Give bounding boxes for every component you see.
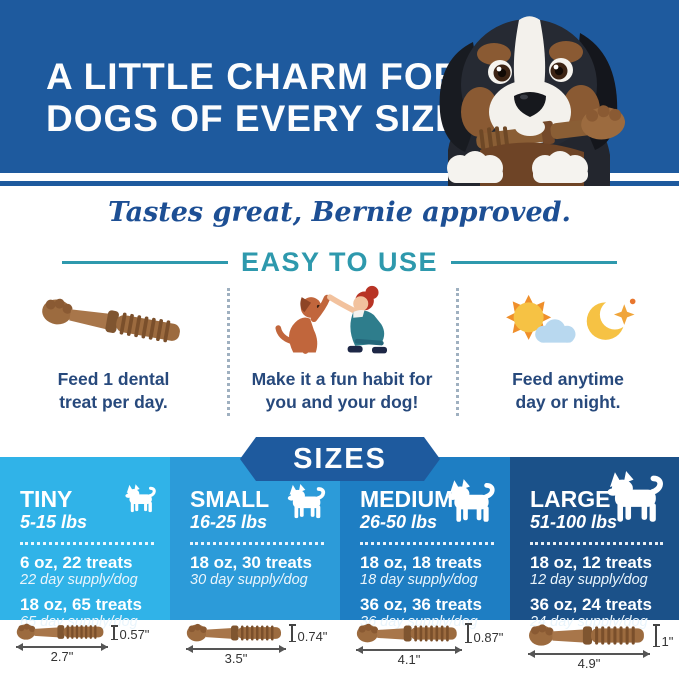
size-weight-range: 26-50 lbs [360, 512, 438, 532]
size-column-medium: MEDIUM 26-50 lbs 18 oz, 18 treats 18 day… [340, 457, 510, 630]
dog-silhouette-icon [448, 479, 495, 522]
pack-option: 36 oz, 24 treats [530, 595, 652, 614]
step2-caption-line2: you and your dog! [265, 392, 419, 412]
height-dimension-line [465, 623, 471, 643]
dotted-separator [530, 542, 663, 545]
step-divider-2 [456, 288, 459, 416]
tagline: Tastes great, Bernie approved. [108, 197, 571, 228]
size-weight-range: 51-100 lbs [530, 512, 618, 532]
step-divider-1 [227, 288, 230, 416]
owner-dog-highfive-icon [227, 284, 457, 360]
pack-option: 36 oz, 36 treats [360, 595, 482, 614]
treat-measurement-medium: 0.87" 4.1" [356, 622, 503, 667]
height-dimension-line [111, 625, 117, 640]
sun-moon-icon [457, 284, 679, 360]
pack-option: 18 oz, 30 treats [190, 553, 312, 572]
page-title-line1: A LITTLE CHARM FOR [46, 56, 462, 97]
supply-note: 65 day supply/dog [20, 614, 138, 630]
size-column-tiny: TINY 5-15 lbs 6 oz, 22 treats 22 day sup… [0, 457, 170, 630]
length-dimension-arrow [16, 643, 108, 650]
treat-height-label: 1" [661, 634, 674, 649]
treat-length-label: 4.1" [397, 651, 421, 667]
easy-to-use-label: EASY TO USE [240, 247, 439, 277]
treat-height-label: 0.87" [473, 630, 504, 645]
step-fun-habit: Make it a fun habit for you and your dog… [227, 284, 457, 414]
dog-silhouette-icon [125, 484, 156, 513]
page-title: A LITTLE CHARM FOR DOGS OF EVERY SIZE [46, 56, 461, 140]
supply-note: 18 day supply/dog [360, 572, 478, 588]
treat-measurement-large: 1" 4.9" [528, 622, 673, 671]
step3-caption-line1: Feed anytime [512, 369, 624, 389]
supply-note: 22 day supply/dog [20, 572, 138, 588]
size-column-large: LARGE 51-100 lbs 18 oz, 12 treats 12 day… [510, 457, 679, 630]
supply-note: 12 day supply/dog [530, 572, 648, 588]
size-name: MEDIUM [360, 486, 454, 512]
heading-rule-left [62, 261, 228, 264]
easy-to-use-heading: EASY TO USE [62, 247, 617, 278]
dog-silhouette-icon [287, 484, 326, 519]
size-weight-range: 5-15 lbs [20, 512, 88, 532]
supply-note: 30 day supply/dog [190, 572, 308, 588]
step3-caption-line2: day or night. [515, 392, 621, 412]
step-feed-daily: Feed 1 dental treat per day. [0, 284, 227, 414]
pack-option: 18 oz, 18 treats [360, 553, 482, 572]
step1-caption-line1: Feed 1 dental [57, 369, 170, 389]
treat-image [356, 623, 457, 643]
pack-option: 6 oz, 22 treats [20, 553, 133, 572]
banner-divider-white [0, 173, 679, 181]
dental-treat-icon [0, 284, 227, 360]
treat-image [16, 623, 104, 640]
dotted-separator [190, 542, 324, 545]
height-dimension-line [653, 624, 659, 647]
treat-length-label: 2.7" [50, 648, 74, 664]
treat-length-label: 3.5" [224, 650, 248, 666]
step-anytime: Feed anytime day or night. [457, 284, 679, 414]
size-name: SMALL [190, 486, 270, 512]
treat-length-label: 4.9" [577, 655, 601, 671]
length-dimension-arrow [528, 650, 650, 657]
treat-measurement-tiny: 0.57" 2.7" [16, 622, 149, 664]
size-weight-range: 16-25 lbs [190, 512, 268, 532]
size-name: LARGE [530, 486, 611, 512]
dog-paws [447, 151, 588, 183]
length-dimension-arrow [186, 645, 286, 652]
dotted-separator [20, 542, 154, 545]
treat-height-label: 0.74" [297, 629, 328, 644]
heading-rule-right [451, 261, 617, 264]
size-name: TINY [20, 486, 73, 512]
treat-measurement-small: 0.74" 3.5" [186, 622, 327, 666]
treat-image [529, 624, 644, 646]
height-dimension-line [289, 624, 295, 642]
step1-caption-line2: treat per day. [59, 392, 168, 412]
bernese-dog-illustration [439, 16, 626, 186]
length-dimension-arrow [356, 646, 462, 653]
size-column-small: SMALL 16-25 lbs 18 oz, 30 treats 30 day … [170, 457, 340, 620]
banner-divider-blue [0, 181, 679, 186]
dotted-separator [360, 542, 494, 545]
treat-image [186, 623, 281, 642]
dog-silhouette-icon [607, 471, 663, 522]
supply-note: 24 day supply/dog [530, 614, 648, 630]
treat-height-label: 0.57" [119, 627, 150, 642]
sizes-label: SIZES [293, 442, 387, 475]
pack-option: 18 oz, 65 treats [20, 595, 142, 614]
pack-option: 18 oz, 12 treats [530, 553, 652, 572]
page-title-line2: DOGS OF EVERY SIZE [46, 98, 461, 139]
sizes-banner: SIZES [240, 437, 440, 481]
step2-caption-line1: Make it a fun habit for [251, 369, 433, 389]
